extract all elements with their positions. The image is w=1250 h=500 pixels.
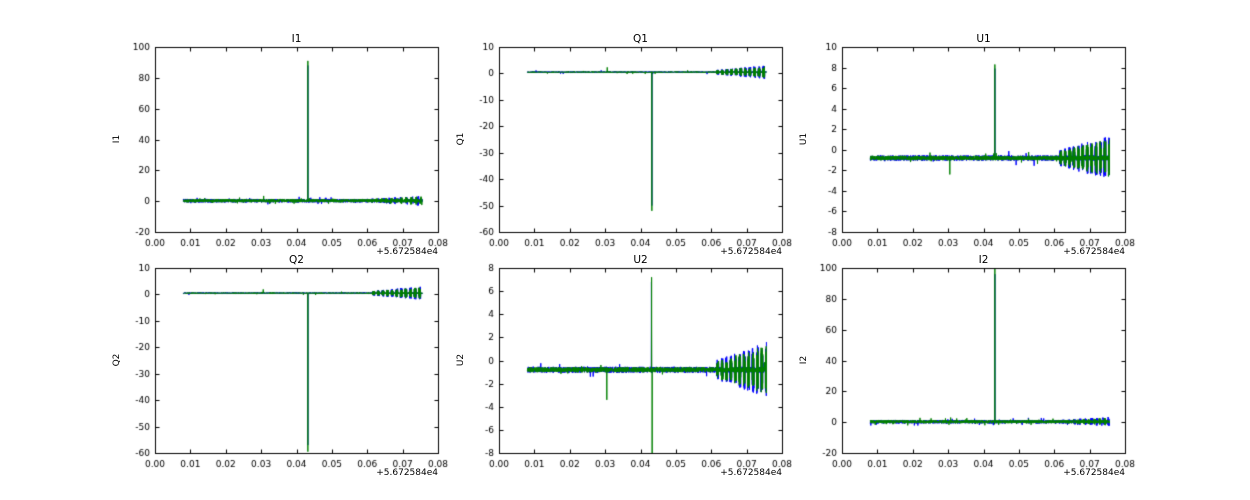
x-axis-offset-label: +5.672584e4 (720, 468, 782, 478)
subplot-i2: I2 I2 +5.672584e4 (792, 254, 1137, 488)
subplot-q1: Q1 Q1 +5.672584e4 (449, 33, 794, 267)
chart-title: U2 (633, 254, 648, 266)
subplot-q2: Q2 Q2 +5.672584e4 (105, 254, 450, 488)
y-axis-label: I1 (112, 134, 122, 144)
plot-area-i1 (105, 35, 450, 265)
y-axis-label: U2 (456, 353, 466, 367)
subplot-i1: I1 I1 +5.672584e4 (105, 33, 450, 267)
plot-area-q2 (105, 256, 450, 486)
y-axis-label: Q1 (456, 132, 466, 146)
chart-title: Q1 (633, 33, 648, 45)
plot-area-u2 (449, 256, 794, 486)
subplot-u2: U2 U2 +5.672584e4 (449, 254, 794, 488)
chart-title: U1 (976, 33, 991, 45)
y-axis-label: Q2 (112, 353, 122, 367)
x-axis-offset-label: +5.672584e4 (376, 468, 438, 478)
chart-title: I2 (978, 254, 989, 266)
plot-area-u1 (792, 35, 1137, 265)
chart-title: Q2 (289, 254, 304, 266)
y-axis-label: I2 (799, 355, 809, 365)
y-axis-label: U1 (799, 132, 809, 146)
chart-title: I1 (291, 33, 302, 45)
plot-area-i2 (792, 256, 1137, 486)
x-axis-offset-label: +5.672584e4 (1063, 468, 1125, 478)
subplot-u1: U1 U1 +5.672584e4 (792, 33, 1137, 267)
plot-area-q1 (449, 35, 794, 265)
x-axis-offset-label: +5.672584e4 (720, 247, 782, 257)
x-axis-offset-label: +5.672584e4 (376, 247, 438, 257)
x-axis-offset-label: +5.672584e4 (1063, 247, 1125, 257)
